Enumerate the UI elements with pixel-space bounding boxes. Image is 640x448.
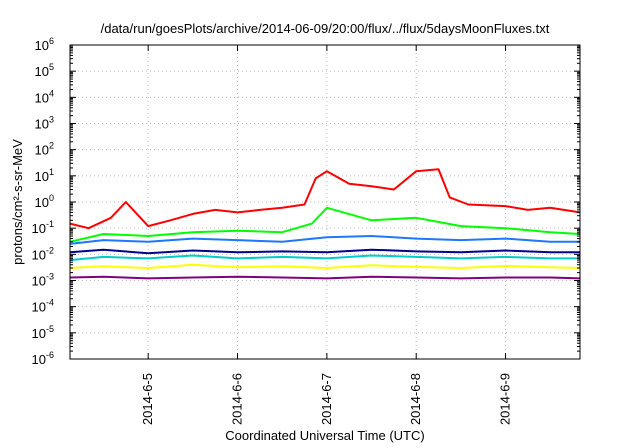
- y-tick-label: 101: [35, 167, 54, 184]
- chart-title: /data/run/goesPlots/archive/2014-06-09/2…: [101, 21, 550, 36]
- y-tick-label: 106: [35, 36, 54, 53]
- y-axis: 10-6 10-5 10-4 10-3 10-2 10-1 100 101 102 103 104 1…: [32, 36, 580, 367]
- series-line-4: [69, 235, 580, 245]
- x-tick-label: 2014-6-7: [319, 373, 334, 425]
- x-axis: 2014-6-5 2014-6-6 2014-6-7 2014-6-8 2014-6-9: [140, 45, 513, 425]
- x-axis-label: Coordinated Universal Time (UTC): [225, 428, 424, 443]
- y-tick-label: 103: [35, 115, 54, 132]
- y-tick-label: 10-5: [32, 324, 54, 341]
- y-tick-label: 104: [35, 88, 54, 105]
- y-tick-label: 10-4: [32, 298, 54, 315]
- y-tick-label: 10-1: [32, 219, 54, 236]
- x-tick-label: 2014-6-8: [408, 373, 423, 425]
- y-tick-label: 10-2: [32, 245, 54, 262]
- series-line-3: [69, 248, 580, 255]
- x-tick-label: 2014-6-9: [498, 373, 513, 425]
- x-tick-label: 2014-6-5: [140, 373, 155, 425]
- series-line-6: [69, 168, 581, 230]
- grid: [70, 45, 580, 359]
- y-tick-label: 10-3: [32, 272, 54, 289]
- y-tick-label: 100: [35, 193, 54, 210]
- series-line-1: [69, 263, 581, 269]
- y-axis-label: protons/cm²-s-sr-MeV: [10, 139, 25, 265]
- y-tick-label: 10-6: [32, 350, 54, 367]
- x-tick-label: 2014-6-6: [230, 373, 245, 425]
- y-tick-label: 105: [35, 62, 54, 79]
- series-line-2: [69, 254, 580, 262]
- series-line-0: [69, 275, 581, 280]
- series-line-5: [69, 206, 581, 243]
- series-group: [69, 168, 581, 280]
- y-tick-label: 102: [35, 141, 54, 158]
